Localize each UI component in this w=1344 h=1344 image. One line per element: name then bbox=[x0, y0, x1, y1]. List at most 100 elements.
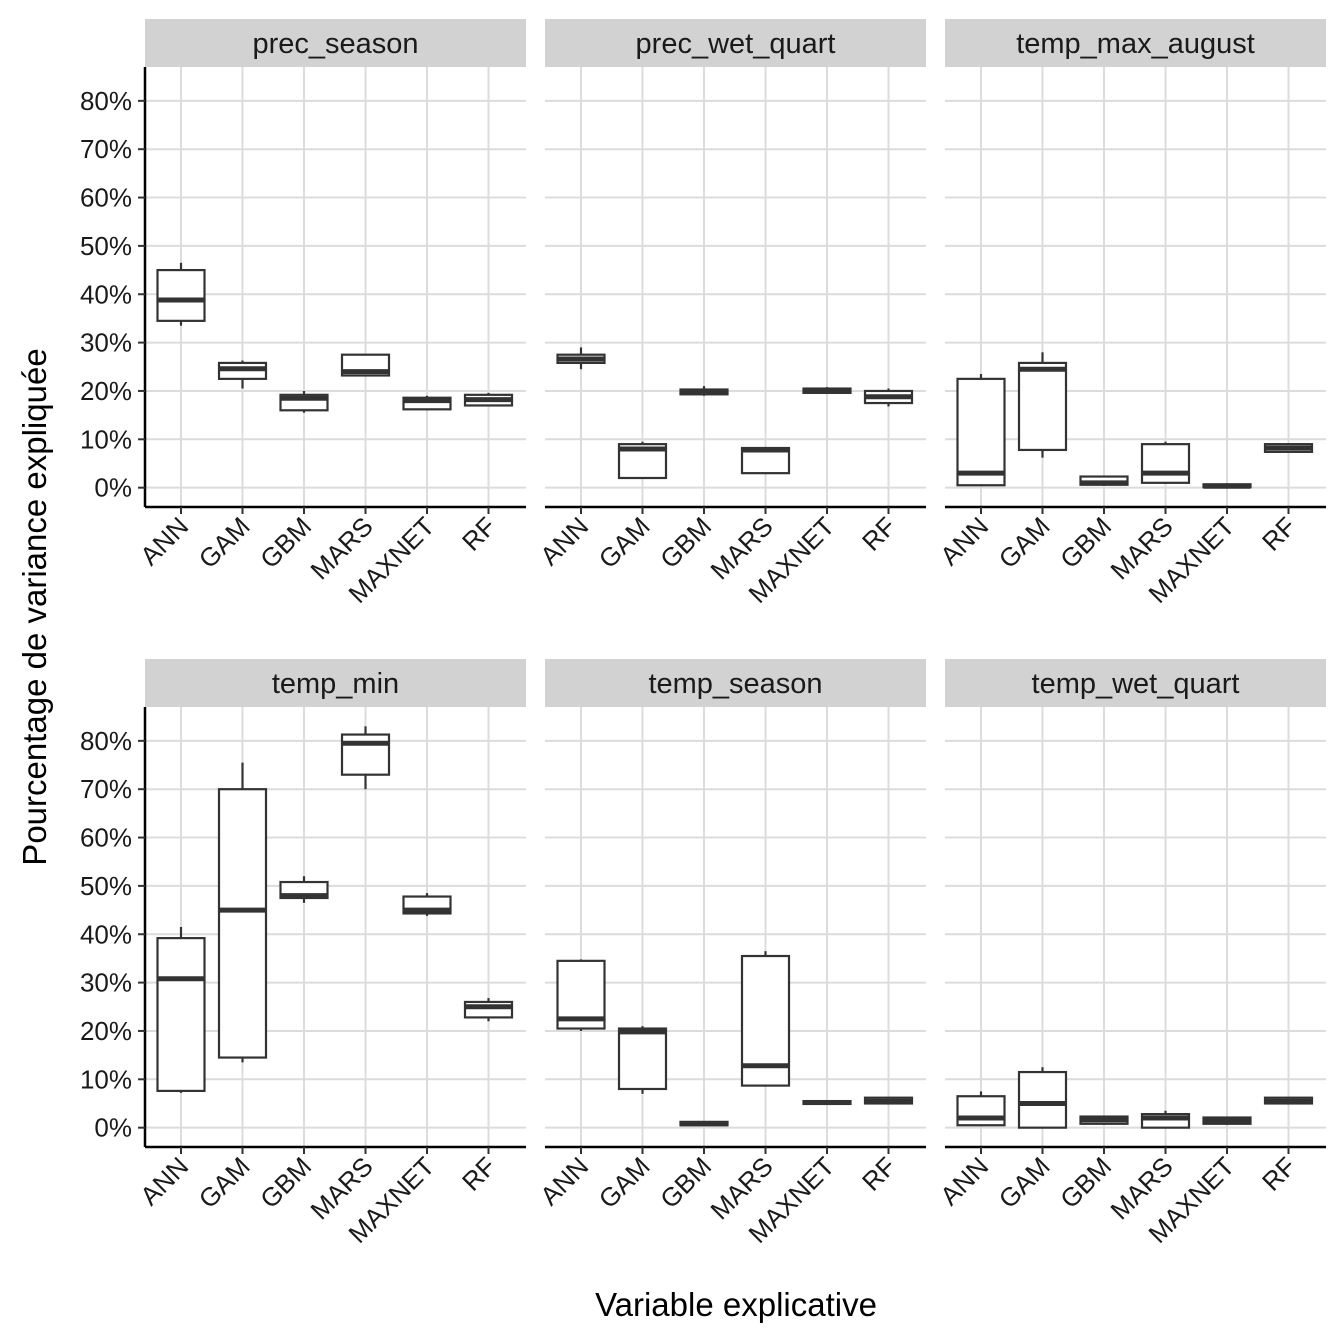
box-mars bbox=[1140, 441, 1191, 484]
box-rf bbox=[463, 998, 514, 1022]
x-tick-label: GAM bbox=[593, 511, 656, 574]
facet-strip bbox=[945, 659, 1326, 707]
x-tick-label: RF bbox=[1256, 511, 1302, 557]
facet-panel-prec-season: prec_season 0% 10% 20% 30% 40% 50% 60% 70% 80% ANN… bbox=[80, 19, 526, 609]
box-mars bbox=[340, 353, 391, 377]
y-tick-label: 50% bbox=[80, 231, 132, 261]
box-gam bbox=[617, 441, 668, 480]
x-tick-label: GAM bbox=[593, 1151, 656, 1214]
box-iqr bbox=[1017, 361, 1068, 452]
x-tick-label: ANN bbox=[534, 511, 594, 571]
x-tick-label: ANN bbox=[534, 1151, 594, 1211]
facet-title: temp_max_august bbox=[1016, 28, 1255, 60]
y-tick-label: 30% bbox=[80, 968, 132, 998]
box-iqr bbox=[463, 1000, 514, 1019]
x-tick-label: RF bbox=[856, 511, 902, 557]
box-ann bbox=[156, 927, 206, 1093]
x-tick-label: RF bbox=[1256, 1151, 1302, 1197]
box-gam bbox=[1017, 352, 1068, 458]
facet-title: temp_season bbox=[648, 668, 822, 700]
y-tick-label: 20% bbox=[80, 1016, 132, 1046]
x-tick-label: ANN bbox=[134, 511, 194, 571]
x-tick-label: GAM bbox=[993, 511, 1056, 574]
x-tick-label: ANN bbox=[934, 1151, 994, 1211]
box-iqr bbox=[956, 1095, 1006, 1127]
box-rf bbox=[463, 392, 514, 407]
box-maxnet bbox=[1202, 483, 1252, 489]
box-iqr bbox=[617, 1027, 668, 1091]
box-maxnet bbox=[402, 395, 452, 411]
box-iqr bbox=[402, 396, 452, 411]
box-ann bbox=[956, 1091, 1006, 1127]
y-tick-label: 10% bbox=[80, 1064, 132, 1094]
facet-title: temp_min bbox=[272, 668, 399, 700]
y-tick-label: 50% bbox=[80, 871, 132, 901]
y-tick-label: 70% bbox=[80, 134, 132, 164]
facet-strip bbox=[145, 19, 526, 67]
box-gam bbox=[617, 1026, 668, 1094]
x-tick-label: ANN bbox=[134, 1151, 194, 1211]
box-iqr bbox=[156, 937, 206, 1093]
box-mars bbox=[340, 726, 391, 790]
box-mars bbox=[1140, 1110, 1191, 1129]
box-gam bbox=[217, 360, 268, 389]
box-ann bbox=[156, 262, 206, 326]
box-gbm bbox=[679, 386, 729, 396]
y-tick-label: 0% bbox=[94, 1113, 132, 1143]
y-tick-label: 0% bbox=[94, 473, 132, 503]
box-rf bbox=[863, 1096, 914, 1105]
y-tick-label: 80% bbox=[80, 726, 132, 756]
y-tick-label: 30% bbox=[80, 328, 132, 358]
box-iqr bbox=[217, 788, 268, 1059]
box-maxnet bbox=[802, 1099, 852, 1106]
box-iqr bbox=[156, 268, 206, 322]
facet-strip bbox=[145, 659, 526, 707]
facet-strip bbox=[545, 659, 926, 707]
box-gbm bbox=[1079, 475, 1129, 486]
box-iqr bbox=[956, 377, 1006, 487]
x-tick-label: RF bbox=[856, 1151, 902, 1197]
box-ann bbox=[956, 374, 1006, 487]
box-ann bbox=[556, 959, 606, 1031]
y-tick-label: 60% bbox=[80, 183, 132, 213]
y-tick-label: 10% bbox=[80, 424, 132, 454]
box-maxnet bbox=[402, 893, 452, 916]
facet-strip bbox=[545, 19, 926, 67]
facet-strip bbox=[945, 19, 1326, 67]
box-gbm bbox=[1079, 1115, 1129, 1125]
box-maxnet bbox=[1202, 1116, 1252, 1125]
y-tick-label: 40% bbox=[80, 919, 132, 949]
y-tick-label: 60% bbox=[80, 823, 132, 853]
box-iqr bbox=[340, 733, 391, 776]
box-gbm bbox=[279, 390, 329, 413]
facet-title: temp_wet_quart bbox=[1032, 668, 1240, 700]
box-iqr bbox=[1017, 1070, 1068, 1129]
facet-title: prec_season bbox=[252, 28, 418, 60]
box-iqr bbox=[1140, 443, 1191, 484]
box-ann bbox=[556, 347, 606, 370]
x-tick-label: GAM bbox=[193, 511, 256, 574]
y-tick-label: 80% bbox=[80, 86, 132, 116]
box-gam bbox=[1017, 1067, 1068, 1129]
x-tick-label: ANN bbox=[934, 511, 994, 571]
box-rf bbox=[1263, 1096, 1314, 1105]
box-mars bbox=[740, 446, 791, 475]
box-mars bbox=[740, 951, 791, 1087]
x-tick-label: GAM bbox=[993, 1151, 1056, 1214]
x-tick-label: RF bbox=[456, 1151, 502, 1197]
box-gam bbox=[217, 762, 268, 1063]
y-tick-label: 20% bbox=[80, 376, 132, 406]
y-tick-label: 70% bbox=[80, 774, 132, 804]
box-maxnet bbox=[802, 387, 852, 394]
y-tick-label: 40% bbox=[80, 279, 132, 309]
x-axis-title: Variable explicative bbox=[595, 1286, 877, 1323]
y-axis-title: Pourcentage de variance expliquée bbox=[16, 348, 53, 865]
facet-panel-temp-min: temp_min 0% 10% 20% 30% 40% 50% 60% 70% 80% ANNGAM… bbox=[80, 659, 526, 1249]
facet-panels: prec_season 0% 10% 20% 30% 40% 50% 60% 70% 80% ANN… bbox=[80, 19, 1326, 1249]
box-gbm bbox=[679, 1120, 729, 1127]
x-tick-label: RF bbox=[456, 511, 502, 557]
